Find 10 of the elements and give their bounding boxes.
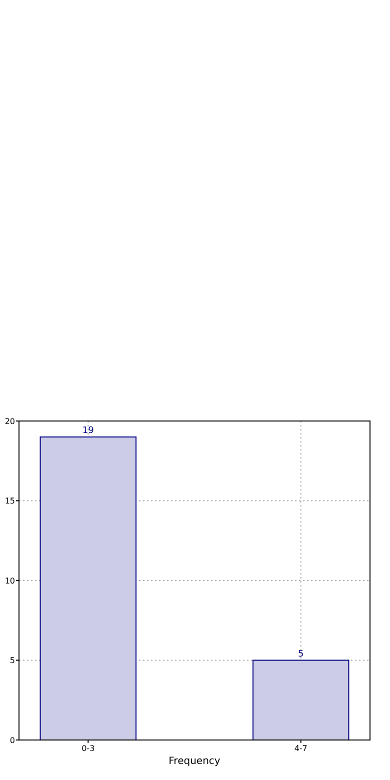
data-label: 5: [298, 649, 304, 660]
y-tick-label: 20: [4, 416, 15, 426]
data-label: 19: [82, 426, 94, 436]
y-tick-label: 10: [4, 576, 15, 586]
y-tick-label: 0: [10, 736, 15, 745]
y-tick-label: 5: [10, 656, 15, 666]
x-tick-label: 4-7: [294, 744, 308, 753]
x-axis-title: Frequency: [168, 756, 220, 767]
x-tick-label: 0-3: [82, 744, 95, 753]
y-tick-label: 15: [4, 496, 15, 506]
